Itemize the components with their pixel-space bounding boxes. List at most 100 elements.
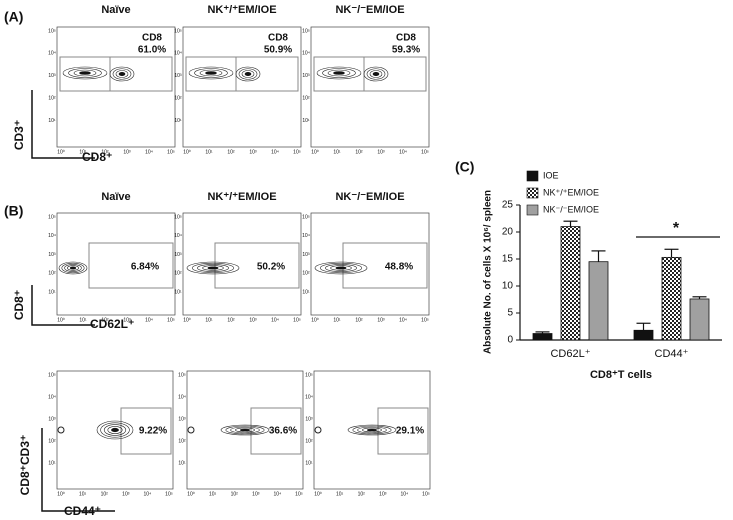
event-cluster <box>314 426 322 434</box>
x-axis-label: CD8⁺T cells <box>590 369 652 381</box>
flow-y-tick-label: 10¹ <box>48 290 56 296</box>
contour <box>109 66 135 82</box>
flow-y-tick-label: 10⁵ <box>48 28 56 34</box>
contour <box>327 69 351 77</box>
legend-swatch <box>526 187 539 199</box>
contour <box>64 264 82 272</box>
x-tick-label: CD62L⁺ <box>550 348 590 360</box>
column-header: Naïve <box>101 4 130 16</box>
contour <box>352 425 392 435</box>
gate <box>88 242 174 289</box>
gate-percent: 48.8% <box>385 262 413 273</box>
gate-percent: 29.1% <box>396 426 424 437</box>
flow-x-tick-label: 10⁰ <box>311 149 319 155</box>
flow-x-tick-label: 10¹ <box>336 491 344 497</box>
axis-bracket <box>31 285 95 326</box>
legend-label: NK⁺/⁺EM/IOE <box>543 187 599 197</box>
flow-x-tick-label: 10⁰ <box>314 491 322 497</box>
axis-bracket <box>41 428 115 512</box>
y-tick-label: 0 <box>507 335 513 346</box>
legend-label: IOE <box>543 170 559 180</box>
contour-core <box>70 266 76 270</box>
flow-x-tick-label: 10³ <box>252 491 260 497</box>
panel-label: (B) <box>4 203 23 219</box>
bar <box>588 261 609 341</box>
flow-y-tick-label: 10¹ <box>302 118 310 124</box>
flow-x-tick-label: 10⁴ <box>271 149 279 155</box>
y-axis-label: CD8⁺ <box>12 290 26 320</box>
flow-x-tick-label: 10¹ <box>333 317 341 323</box>
flow-y-tick-label: 10⁴ <box>174 51 182 57</box>
flow-y-tick-label: 10² <box>178 438 186 444</box>
gate-name: CD8 <box>396 33 416 44</box>
flow-x-tick-label: 10⁵ <box>293 149 301 155</box>
y-tick-label: 20 <box>502 227 514 238</box>
contour <box>316 66 362 80</box>
flow-y-tick-label: 10¹ <box>302 290 310 296</box>
column-header: Naïve <box>101 191 130 203</box>
contour <box>322 68 356 78</box>
flow-y-tick-label: 10² <box>305 438 313 444</box>
contour-core <box>79 71 91 75</box>
contour <box>325 264 357 272</box>
column-header: NK⁺/⁺EM/IOE <box>207 191 276 203</box>
flow-x-tick-label: 10³ <box>123 149 131 155</box>
axis-bracket <box>31 90 95 159</box>
flow-y-tick-label: 10³ <box>48 252 56 258</box>
flow-x-tick-label: 10² <box>101 149 109 155</box>
flow-x-tick-label: 10¹ <box>79 149 87 155</box>
flow-y-tick-label: 10² <box>174 271 182 277</box>
y-axis-label: Absolute No. of cells X 10⁶/ spleen <box>483 190 494 354</box>
flow-y-tick-label: 10¹ <box>178 460 186 466</box>
flow-x-tick-label: 10⁵ <box>167 149 175 155</box>
flow-y-tick-label: 10² <box>48 271 56 277</box>
contour-core <box>240 429 250 431</box>
flow-x-tick-label: 10³ <box>123 317 131 323</box>
column-header: NK⁻/⁻EM/IOE <box>335 4 404 16</box>
plot-frame <box>56 212 176 316</box>
flow-x-tick-label: 10⁵ <box>293 317 301 323</box>
contour <box>186 261 240 275</box>
flow-y-tick-label: 10⁴ <box>48 394 56 400</box>
flow-x-tick-label: 10⁴ <box>145 317 153 323</box>
y-tick-label: 5 <box>507 308 513 319</box>
column-header: NK⁻/⁻EM/IOE <box>335 191 404 203</box>
legend-swatch <box>526 204 539 216</box>
contour <box>363 66 389 82</box>
contour-core <box>245 72 251 76</box>
flow-y-tick-label: 10⁴ <box>174 233 182 239</box>
bar <box>689 298 710 341</box>
contour-core <box>205 71 217 75</box>
flow-x-tick-label: 10⁴ <box>271 317 279 323</box>
flow-x-tick-label: 10⁵ <box>421 149 429 155</box>
flow-x-tick-label: 10⁰ <box>57 317 65 323</box>
flow-x-tick-label: 10³ <box>249 317 257 323</box>
contour <box>357 426 387 434</box>
flow-y-tick-label: 10⁴ <box>302 51 310 57</box>
contour <box>369 70 383 78</box>
plot-frame <box>186 370 304 490</box>
flow-y-tick-label: 10¹ <box>305 460 313 466</box>
flow-x-tick-label: 10¹ <box>79 491 87 497</box>
flow-x-tick-label: 10⁰ <box>57 491 65 497</box>
contour <box>73 69 97 77</box>
y-axis-label: CD8⁺CD3⁺ <box>18 435 32 496</box>
flow-x-tick-label: 10¹ <box>209 491 217 497</box>
y-tick-label: 25 <box>502 200 514 211</box>
plot-frame <box>56 370 174 490</box>
plot-frame <box>310 26 430 148</box>
contour <box>241 70 255 78</box>
flow-y-tick-label: 10⁴ <box>48 233 56 239</box>
contour-core <box>333 71 345 75</box>
flow-x-tick-label: 10² <box>355 149 363 155</box>
x-axis-label: CD8⁺ <box>82 150 112 164</box>
plot-frame <box>182 212 302 316</box>
contour-core <box>111 428 119 432</box>
flow-x-tick-label: 10⁰ <box>183 149 191 155</box>
contour <box>112 68 132 80</box>
contour <box>96 420 134 440</box>
contour <box>319 262 363 274</box>
contour <box>188 66 234 80</box>
flow-y-tick-label: 10¹ <box>48 118 56 124</box>
gate-percent: 61.0% <box>138 45 166 56</box>
